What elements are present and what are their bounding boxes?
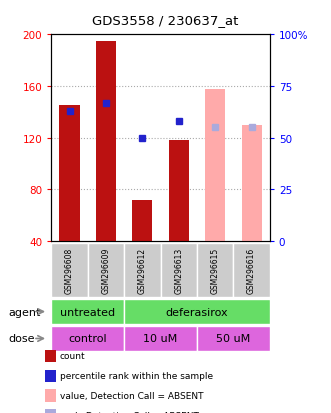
Text: agent: agent (8, 307, 41, 317)
Bar (124, 244, 161, 297)
Bar (60, 106, 79, 242)
Text: value, Detection Call = ABSENT: value, Detection Call = ABSENT (60, 391, 203, 400)
Text: GDS3558 / 230637_at: GDS3558 / 230637_at (92, 14, 239, 27)
Bar (197, 244, 233, 297)
Bar (132, 200, 152, 242)
Bar (169, 141, 189, 242)
Bar (88, 244, 124, 297)
Text: count: count (60, 351, 85, 361)
Bar (51, 326, 124, 351)
Bar (205, 89, 225, 242)
Text: rank, Detection Call = ABSENT: rank, Detection Call = ABSENT (60, 411, 199, 413)
Text: dose: dose (8, 334, 35, 344)
Bar (96, 42, 116, 242)
Text: 50 uM: 50 uM (216, 334, 251, 344)
Bar (51, 244, 88, 297)
Text: percentile rank within the sample: percentile rank within the sample (60, 371, 213, 380)
Text: control: control (69, 334, 107, 344)
Bar (51, 299, 124, 324)
Text: deferasirox: deferasirox (166, 307, 228, 317)
Text: 10 uM: 10 uM (143, 334, 178, 344)
Bar (233, 244, 270, 297)
Text: GSM296612: GSM296612 (138, 247, 147, 294)
Bar (197, 326, 270, 351)
Text: GSM296613: GSM296613 (174, 247, 183, 294)
Text: GSM296609: GSM296609 (101, 247, 111, 294)
Text: GSM296608: GSM296608 (65, 247, 74, 294)
Text: GSM296615: GSM296615 (211, 247, 220, 294)
Bar (242, 126, 261, 242)
Text: GSM296616: GSM296616 (247, 247, 256, 294)
Bar (124, 299, 270, 324)
Text: untreated: untreated (60, 307, 115, 317)
Bar (161, 244, 197, 297)
Bar (124, 326, 197, 351)
